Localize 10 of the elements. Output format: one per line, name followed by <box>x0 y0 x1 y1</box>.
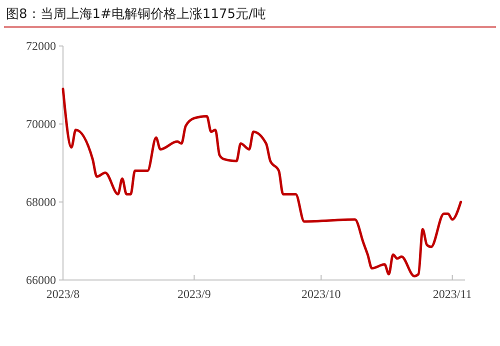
line-series <box>62 88 462 278</box>
x-tick-label: 2023/11 <box>432 287 472 301</box>
x-tick-label: 2023/9 <box>178 287 211 301</box>
y-tick-label: 72000 <box>26 39 56 54</box>
x-tick-label: 2023/10 <box>301 287 341 301</box>
chart-title: 图8：当周上海1#电解铜价格上涨1175元/吨 <box>6 7 266 22</box>
y-tick-label: 66000 <box>26 273 56 288</box>
y-tick-label: 68000 <box>26 195 56 210</box>
y-tick-label: 70000 <box>26 117 56 132</box>
x-tick-label: 2023/8 <box>46 287 80 301</box>
